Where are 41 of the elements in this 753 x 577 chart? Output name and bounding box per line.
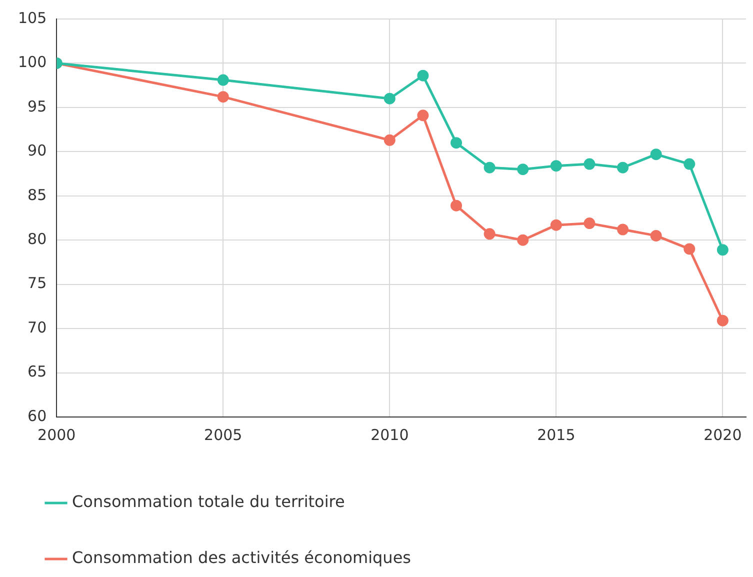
point (384, 92, 396, 104)
point (384, 134, 396, 146)
point (716, 244, 728, 256)
point (650, 230, 662, 242)
y-tick-label: 75 (28, 274, 47, 292)
point (517, 164, 529, 176)
point (584, 158, 596, 170)
x-tick-label: 2000 (38, 426, 76, 444)
legend-label: Consommation des activités économiques (72, 548, 411, 568)
x-tick-label: 2005 (204, 426, 242, 444)
point (517, 234, 529, 246)
x-tick-label: 2015 (537, 426, 576, 444)
point (417, 70, 429, 82)
point (550, 160, 562, 172)
point (484, 162, 496, 174)
y-tick-label: 80 (28, 230, 47, 248)
point (684, 243, 696, 255)
point (650, 148, 662, 160)
point (684, 158, 696, 170)
y-tick-label: 65 (28, 362, 47, 381)
y-tick-label: 95 (28, 97, 47, 116)
y-tick-label: 105 (18, 8, 47, 27)
point (417, 110, 429, 122)
point (617, 162, 629, 174)
point (617, 224, 629, 236)
y-tick-label: 70 (28, 318, 47, 336)
y-tick-label: 90 (28, 142, 47, 160)
y-tick-label: 85 (28, 186, 47, 204)
point (716, 314, 728, 326)
point (584, 218, 596, 230)
y-tick-label: 60 (28, 406, 47, 425)
legend-label: Consommation totale du territoire (72, 492, 345, 512)
point (450, 200, 462, 212)
y-tick-label: 100 (18, 53, 47, 72)
point (217, 91, 229, 103)
x-tick-label: 2020 (704, 426, 742, 444)
point (450, 137, 462, 149)
point (550, 219, 562, 231)
point (217, 74, 229, 86)
point (484, 228, 496, 240)
x-tick-label: 2010 (370, 426, 409, 444)
